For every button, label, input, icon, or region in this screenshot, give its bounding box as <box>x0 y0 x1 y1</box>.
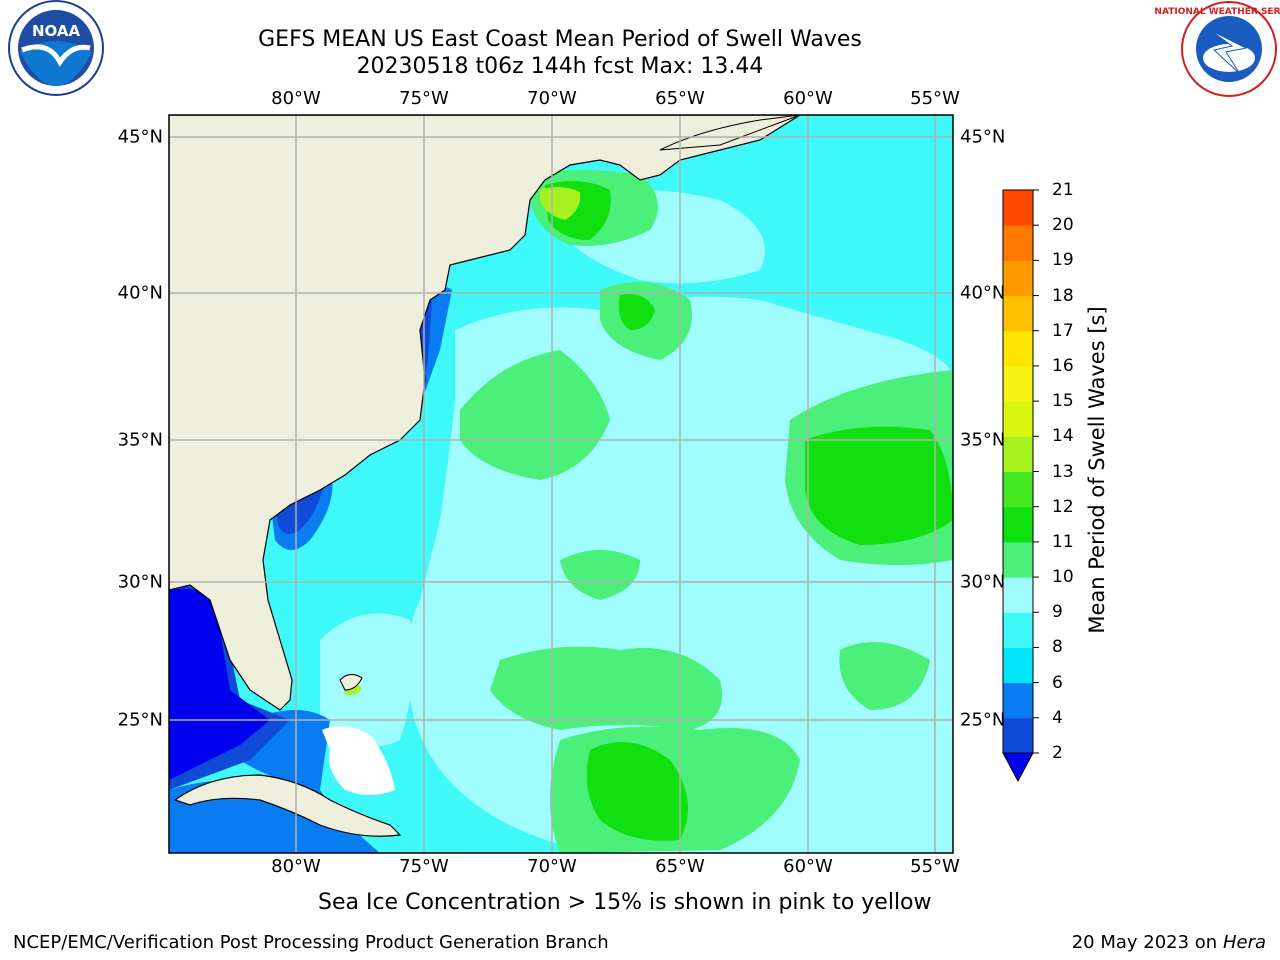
longitude-label-top: 80°W <box>271 88 321 109</box>
colorbar <box>1002 189 1039 783</box>
footer-credit: NCEP/EMC/Verification Post Processing Pr… <box>13 932 609 953</box>
colorbar-bin <box>1003 225 1033 261</box>
longitude-label-bottom: 55°W <box>910 856 960 877</box>
colorbar-tick-label: 15 <box>1052 391 1074 412</box>
latitude-label-left: 40°N <box>117 282 163 304</box>
latitude-label-right: 40°N <box>960 282 1006 304</box>
colorbar-bin <box>1003 647 1033 684</box>
land-cuba <box>173 774 402 837</box>
latitude-label-left: 30°N <box>117 571 163 593</box>
noaa-logo-text: NOAA <box>32 22 81 40</box>
latitude-label-right: 25°N <box>960 709 1006 731</box>
map-area <box>169 115 953 853</box>
colorbar-tick-label: 20 <box>1052 215 1074 236</box>
colorbar-tick-label: 9 <box>1052 602 1063 623</box>
latitude-label-left: 45°N <box>117 126 163 148</box>
longitude-label-bottom: 60°W <box>783 856 833 877</box>
colorbar-bin <box>1003 260 1033 297</box>
latitude-label-right: 45°N <box>960 126 1006 148</box>
footer-machine: Hera <box>1222 932 1266 953</box>
swell-band-10-11 <box>545 181 953 841</box>
colorbar-extend-arrow <box>1002 752 1034 783</box>
latitude-label-right: 35°N <box>960 429 1006 451</box>
swell-band-12-13 <box>540 186 581 220</box>
colorbar-bin <box>1003 436 1033 472</box>
longitude-label-bottom: 75°W <box>399 856 449 877</box>
colorbar-tick-label: 21 <box>1052 180 1074 200</box>
colorbar-tick-label: 10 <box>1052 567 1074 588</box>
longitude-label-top: 70°W <box>527 88 577 109</box>
land-nova-scotia <box>659 115 801 151</box>
colorbar-label: Mean Period of Swell Waves [s] <box>1085 306 1109 634</box>
chart-subtitle: 20230518 t06z 144h fcst Max: 13.44 <box>356 54 764 79</box>
colorbar-bin <box>1003 365 1033 402</box>
colorbar-tick-label: 17 <box>1052 320 1074 341</box>
latitude-label-right: 30°N <box>960 571 1006 593</box>
nws-logo-text: NATIONAL WEATHER SERVICE <box>1154 7 1280 17</box>
colorbar-tick-label: 8 <box>1052 637 1063 658</box>
sea-ice-note: Sea Ice Concentration > 15% is shown in … <box>318 890 932 915</box>
colorbar-bin <box>1003 577 1033 613</box>
colorbar-bin <box>1003 717 1033 754</box>
colorbar-tick-label: 4 <box>1052 707 1063 728</box>
swell-band-below-2 <box>169 588 270 780</box>
colorbar-bin <box>1003 682 1033 719</box>
colorbar-tick-label: 13 <box>1052 461 1074 482</box>
colorbar-bin <box>1003 541 1033 578</box>
colorbar-bin <box>1003 612 1033 648</box>
colorbar-tick-label: 6 <box>1052 672 1063 693</box>
longitude-label-top: 65°W <box>655 88 705 109</box>
land-bahamas <box>339 674 363 691</box>
longitude-label-bottom: 80°W <box>271 856 321 877</box>
latitude-label-left: 35°N <box>117 429 163 451</box>
longitude-label-top: 60°W <box>783 88 833 109</box>
colorbar-bin <box>1003 506 1033 543</box>
colorbar-tick-label: 2 <box>1052 743 1063 763</box>
colorbar-bin <box>1003 471 1033 508</box>
colorbar-tick-label: 18 <box>1052 285 1074 306</box>
colorbar-bin <box>1003 401 1033 437</box>
footer-date-text: 20 May 2023 on <box>1071 932 1218 953</box>
footer-date: 20 May 2023 on Hera <box>1072 932 1266 953</box>
latitude-label-left: 25°N <box>117 709 163 731</box>
noaa-logo: NOAA <box>8 0 104 96</box>
colorbar-bin <box>1003 295 1033 332</box>
nws-logo: NATIONAL WEATHER SERVICE <box>1154 1 1280 97</box>
longitude-label-top: 75°W <box>399 88 449 109</box>
colorbar-bin <box>1003 330 1033 367</box>
colorbar-tick-label: 14 <box>1052 426 1074 447</box>
colorbar-tick-label: 12 <box>1052 496 1074 517</box>
map-frame <box>168 114 954 854</box>
longitude-label-bottom: 65°W <box>655 856 705 877</box>
colorbar-tick-label: 19 <box>1052 250 1074 271</box>
longitude-label-top: 55°W <box>910 88 960 109</box>
graticule <box>169 115 953 853</box>
longitude-label-bottom: 70°W <box>527 856 577 877</box>
chart-title: GEFS MEAN US East Coast Mean Period of S… <box>258 27 862 52</box>
colorbar-bin <box>1003 190 1033 226</box>
colorbar-tick-label: 11 <box>1052 531 1074 552</box>
missing-data-bahamas <box>322 726 395 795</box>
land-us <box>169 115 802 711</box>
colorbar-tick-label: 16 <box>1052 355 1074 376</box>
